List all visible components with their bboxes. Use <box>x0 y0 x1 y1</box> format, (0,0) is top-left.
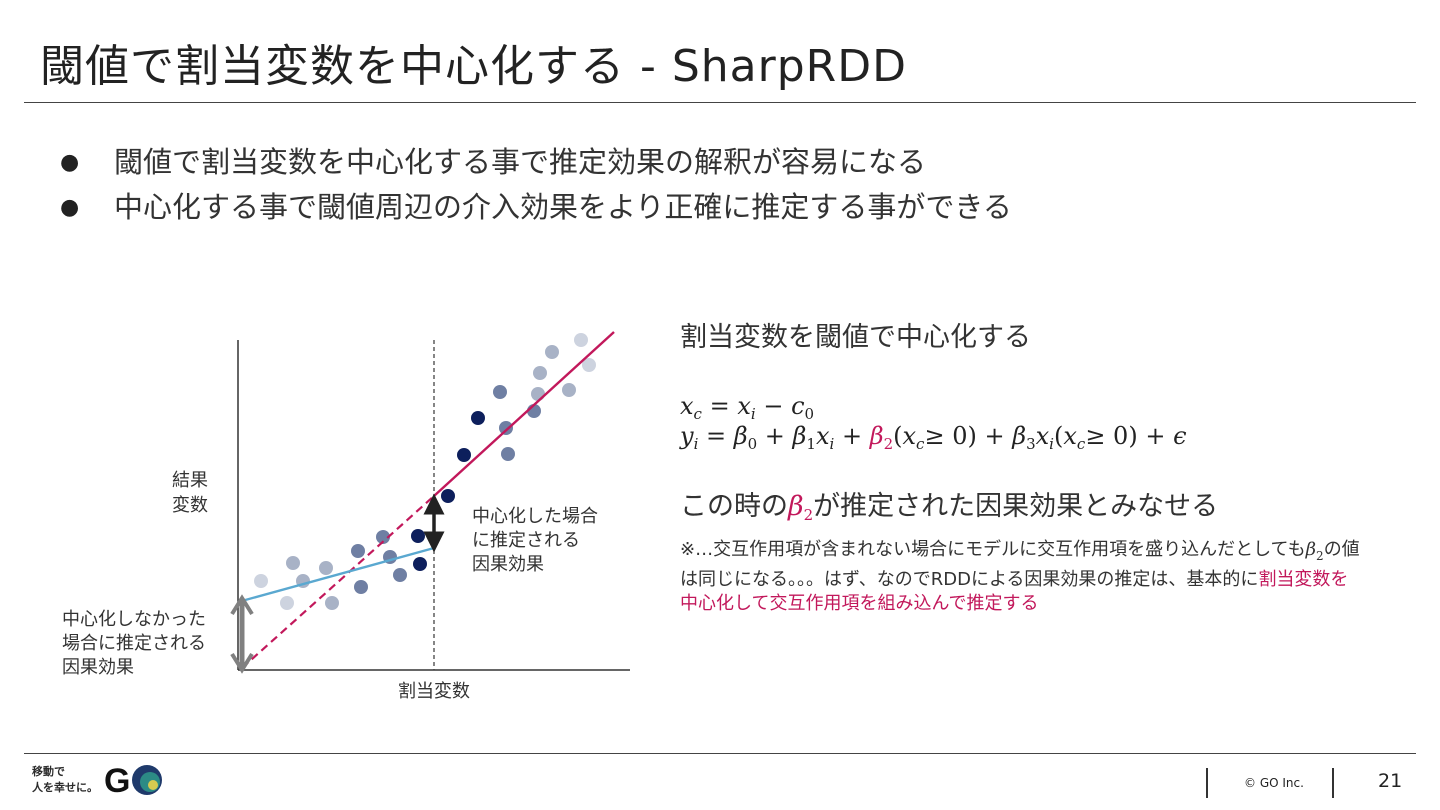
data-point <box>562 383 576 397</box>
centered-effect-label: 中心化した場合 <box>472 506 598 527</box>
data-point <box>280 596 294 610</box>
footer-separator <box>1332 768 1334 798</box>
data-point <box>493 385 507 399</box>
centering-heading: 割当変数を閾値で中心化する <box>680 322 1031 353</box>
data-point <box>254 574 268 588</box>
bullet-list: ● 閾値で割当変数を中心化する事で推定効果の解釈が容易になる ● 中心化する事で閾値… <box>58 140 1012 230</box>
y-axis-label-line2: 変数 <box>172 495 208 516</box>
bullet-icon: ● <box>60 150 80 175</box>
pink-dashed-extension <box>241 495 435 669</box>
data-point <box>471 411 485 425</box>
brand-tagline: 移動で 人を幸せに。 <box>32 765 98 794</box>
bullet-icon: ● <box>60 195 80 220</box>
data-point <box>501 447 515 461</box>
footnote: ※…交互作用項が含まれない場合にモデルに交互作用項を盛り込んだとしてもβ2の値は… <box>680 539 1360 614</box>
svg-text:G: G <box>104 762 130 798</box>
data-point <box>533 366 547 380</box>
data-point <box>411 529 425 543</box>
uncentered-arrow-head-bottom <box>230 652 254 674</box>
data-point <box>393 568 407 582</box>
data-point <box>286 556 300 570</box>
footer-divider <box>24 753 1416 754</box>
go-logo: G <box>104 762 162 798</box>
slide-title: 閾値で割当変数を中心化する - SharpRDD <box>40 41 907 92</box>
page-number: 21 <box>1378 770 1403 792</box>
bullet-text: 中心化する事で閾値周辺の介入効果をより正確に推定する事ができる <box>114 190 1012 224</box>
causal-effect-statement: この時のβ2が推定された因果効果とみなせる <box>680 491 1219 524</box>
centered-effect-label: に推定される <box>472 530 580 551</box>
data-point <box>441 489 455 503</box>
uncentered-effect-label: 場合に推定される <box>62 633 206 654</box>
rdd-diagram: 結果 変数 割当変数 中心化した場合 に推定される 因果効果 中心化しなかった … <box>62 331 630 702</box>
equation-regression: yi = β0 + β1xi + β2(xc≥ 0) + β3xi(xc≥ 0)… <box>680 422 1187 453</box>
copyright-text: © GO Inc. <box>1244 776 1304 790</box>
y-axis-label-line1: 結果 <box>172 470 208 491</box>
data-point <box>351 544 365 558</box>
footer-separator <box>1206 768 1208 798</box>
data-point <box>574 333 588 347</box>
data-point <box>376 530 390 544</box>
data-point <box>531 387 545 401</box>
data-point <box>545 345 559 359</box>
equation-centering: xc = xi − c0 <box>680 392 815 423</box>
bullet-text: 閾値で割当変数を中心化する事で推定効果の解釈が容易になる <box>114 145 927 179</box>
footnote-highlight: 割当変数を中心化して交互作用項を組み込んで推定する <box>680 569 1349 614</box>
beta2-highlight: β2 <box>788 491 814 524</box>
scatter-points <box>254 333 596 610</box>
beta2-highlight: β2 <box>869 422 894 453</box>
data-point <box>457 448 471 462</box>
data-point <box>354 580 368 594</box>
uncentered-effect-label: 因果効果 <box>62 657 134 678</box>
centered-effect-label: 因果効果 <box>472 554 544 575</box>
pink-fit-line <box>433 331 615 497</box>
uncentered-effect-label: 中心化しなかった <box>62 609 206 630</box>
data-point <box>325 596 339 610</box>
data-point <box>319 561 333 575</box>
x-axis-label: 割当変数 <box>398 681 470 702</box>
title-divider <box>24 102 1416 103</box>
data-point <box>499 421 513 435</box>
bullet-item: ● 閾値で割当変数を中心化する事で推定効果の解釈が容易になる <box>58 140 1012 185</box>
data-point <box>582 358 596 372</box>
data-point <box>413 557 427 571</box>
blue-fit-line <box>237 546 435 604</box>
bullet-item: ● 中心化する事で閾値周辺の介入効果をより正確に推定する事ができる <box>58 185 1012 230</box>
uncentered-arrow-head-top <box>230 594 254 616</box>
